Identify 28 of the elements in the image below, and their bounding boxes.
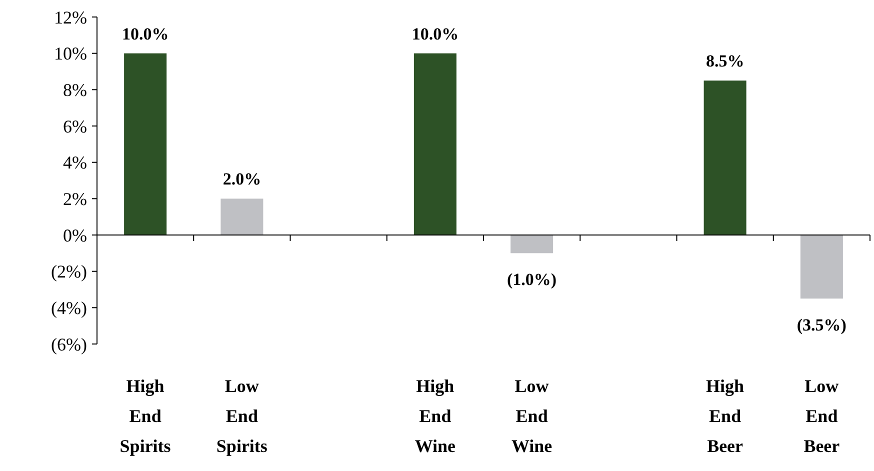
data-label: (3.5%) [796, 316, 846, 335]
data-label: 10.0% [122, 24, 169, 44]
x-tick-label: Low End Beer [804, 376, 840, 456]
data-label: 10.0% [412, 24, 459, 44]
x-tick-label: High End Spirits [120, 376, 171, 456]
bar [800, 235, 843, 299]
x-tick-label: Low End Wine [511, 376, 552, 456]
x-tick-label: High End Beer [706, 376, 744, 456]
bar [704, 80, 746, 235]
y-tick-label: (6%) [51, 334, 88, 354]
data-label: 8.5% [706, 52, 744, 71]
x-tick-label: Low End Spirits [216, 376, 268, 456]
y-tick-label: 8% [63, 80, 87, 100]
data-label: (1.0%) [507, 270, 557, 290]
bar [510, 235, 554, 254]
bar [124, 53, 167, 235]
y-tick-label: (2%) [51, 262, 88, 282]
bar [414, 53, 456, 235]
data-label: 2.0% [222, 170, 262, 189]
y-tick-label: 2% [63, 188, 87, 209]
y-tick-label: 4% [63, 152, 87, 173]
x-tick-label: High End Wine [414, 376, 456, 456]
y-tick-label: 0% [63, 225, 87, 246]
bar [220, 198, 264, 235]
y-tick-label: (4%) [51, 298, 88, 318]
y-tick-label: 12% [54, 7, 87, 28]
y-tick-label: 10% [54, 44, 87, 64]
y-tick-label: 6% [63, 116, 87, 136]
